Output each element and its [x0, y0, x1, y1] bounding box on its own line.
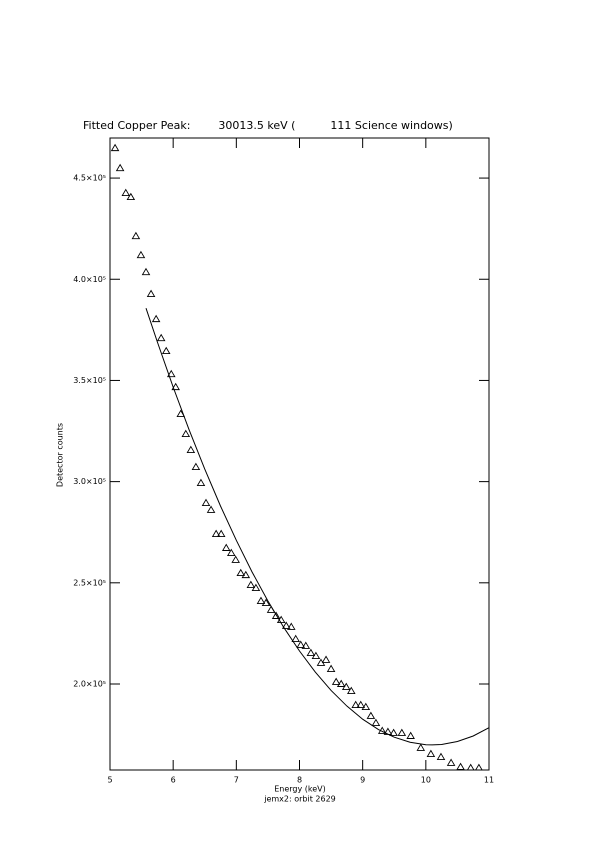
data-point [136, 250, 146, 259]
data-point [141, 267, 151, 276]
data-point [366, 711, 376, 719]
y-tick-label: 3.0×10⁵ [73, 477, 106, 486]
data-point [121, 188, 131, 196]
data-point [231, 555, 240, 563]
data-point [311, 651, 321, 660]
subtitle: jemx2: orbit 2629 [263, 795, 336, 804]
x-tick-label: 7 [234, 776, 239, 785]
data-point [241, 570, 251, 579]
data-point [226, 548, 236, 557]
data-point [336, 679, 346, 687]
y-axis-label: Detector counts [56, 423, 65, 487]
data-point [126, 192, 136, 201]
data-point [156, 333, 166, 342]
data-point [361, 702, 371, 711]
data-point [151, 314, 161, 323]
data-point [397, 728, 407, 736]
data-point [166, 369, 176, 378]
data-point [236, 568, 246, 577]
data-point [221, 543, 231, 551]
data-point [161, 346, 171, 355]
x-tick-label: 8 [297, 776, 302, 785]
data-point [206, 505, 216, 513]
data-point [296, 640, 306, 648]
data-point [171, 382, 180, 391]
y-tick-label: 3.5×10⁵ [73, 376, 106, 385]
chart-title: Fitted Copper Peak: 30013.5 keV ( 111 Sc… [83, 119, 453, 132]
data-point [186, 445, 196, 454]
data-point [351, 700, 361, 708]
data-point [356, 700, 366, 708]
data-point [115, 163, 125, 172]
x-tick-label: 11 [484, 776, 494, 785]
data-point [131, 231, 141, 240]
data-point [326, 664, 336, 672]
data-point [181, 429, 191, 438]
plot-frame [109, 137, 490, 771]
y-tick-label: 4.0×10⁵ [73, 275, 106, 284]
data-point [287, 622, 296, 630]
data-point [347, 686, 356, 695]
fit-curve [145, 308, 489, 746]
y-tick-label: 2.5×10⁵ [73, 578, 106, 587]
y-tick-label: 4.5×10⁵ [73, 174, 106, 183]
data-point [466, 763, 475, 770]
data-point [306, 648, 316, 656]
data-point [341, 682, 351, 690]
data-point [196, 478, 206, 486]
data-point [406, 731, 415, 739]
data-point [251, 583, 261, 592]
data-point [110, 143, 120, 152]
data-point [331, 677, 341, 685]
data-point [191, 462, 201, 471]
data-point [261, 598, 271, 606]
data-point [201, 498, 211, 507]
x-axis-label: Energy (keV) [274, 785, 326, 794]
data-point [281, 621, 291, 629]
data-point [146, 289, 156, 297]
data-point [301, 641, 311, 649]
data-point [436, 752, 446, 760]
data-point [389, 728, 398, 736]
data-point [246, 580, 256, 588]
data-point [416, 743, 426, 751]
data-point [456, 762, 465, 770]
plot-area [110, 143, 489, 770]
x-tick-label: 6 [171, 776, 176, 785]
data-point [271, 611, 281, 619]
data-point [426, 749, 436, 757]
x-tick-label: 9 [360, 776, 365, 785]
data-point [371, 718, 381, 726]
data-point [291, 634, 300, 643]
y-tick-label: 2.0×10⁵ [73, 679, 106, 688]
data-point [446, 758, 456, 766]
data-point [256, 596, 266, 604]
data-point [321, 655, 331, 663]
data-point [211, 529, 221, 537]
data-point [216, 529, 226, 537]
x-tick-label: 5 [107, 776, 112, 785]
data-point [475, 763, 483, 770]
x-tick-label: 10 [421, 776, 431, 785]
